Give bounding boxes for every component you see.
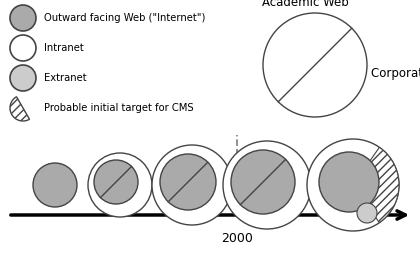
Text: Extranet: Extranet [44,73,87,83]
Text: 2000: 2000 [221,232,253,245]
Circle shape [10,35,36,61]
Circle shape [160,154,216,210]
Text: Academic Web: Academic Web [262,0,348,9]
Circle shape [94,160,138,204]
Text: Intranet: Intranet [44,43,84,53]
Circle shape [10,65,36,91]
Text: Corporate Web: Corporate Web [371,67,420,79]
Text: Probable initial target for CMS: Probable initial target for CMS [44,103,194,113]
Circle shape [152,145,232,225]
Circle shape [307,139,399,231]
Wedge shape [353,147,399,223]
Circle shape [10,5,36,31]
Circle shape [223,141,311,229]
Circle shape [88,153,152,217]
Circle shape [231,150,295,214]
Circle shape [357,203,377,223]
Circle shape [263,13,367,117]
Circle shape [33,163,77,207]
Circle shape [319,152,379,212]
Text: Outward facing Web ("Internet"): Outward facing Web ("Internet") [44,13,205,23]
Wedge shape [10,97,29,121]
